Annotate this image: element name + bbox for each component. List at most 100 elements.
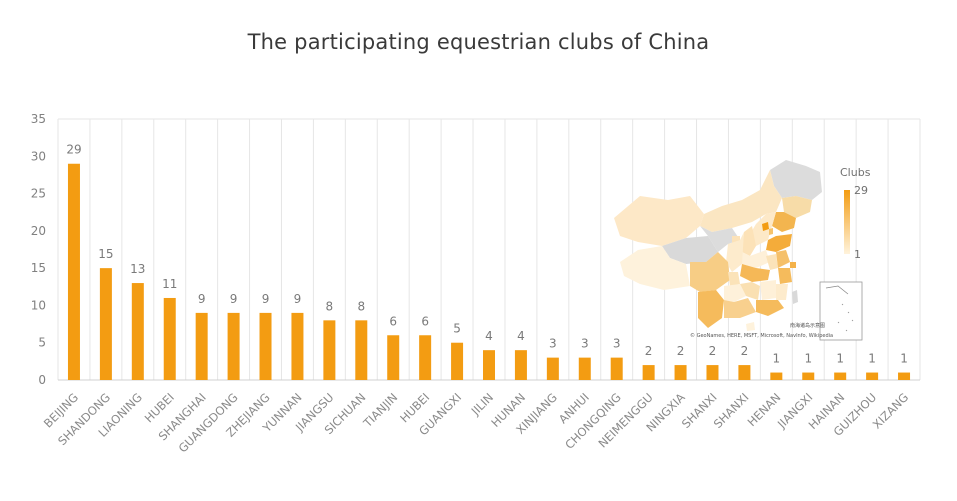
map-region-jiangsu <box>776 250 790 268</box>
bar <box>387 335 400 380</box>
map-region-xinjiang <box>614 196 704 246</box>
south-china-sea-inset <box>819 281 863 341</box>
x-tick-label: TIANJIN <box>360 390 401 431</box>
map-region-heilongjiang <box>770 160 822 200</box>
map-region-hainan <box>746 322 755 331</box>
y-axis: 0 5 10 15 20 25 30 35 <box>31 112 46 387</box>
data-label: 1 <box>804 352 812 366</box>
y-tick-label: 25 <box>31 187 46 201</box>
bar <box>802 372 815 380</box>
bar <box>514 350 527 380</box>
map-region-beijing <box>762 222 769 231</box>
map-region-hunan <box>740 282 760 300</box>
data-label: 4 <box>517 329 525 343</box>
data-label: 2 <box>677 344 685 358</box>
bar <box>67 163 80 380</box>
map-region-shandong <box>766 234 792 252</box>
map-region-gansu <box>700 226 740 252</box>
map-region-qinghai <box>662 236 718 264</box>
y-tick-label: 0 <box>38 373 46 387</box>
bar <box>706 365 719 380</box>
y-tick-label: 15 <box>31 261 46 275</box>
bar <box>163 297 176 380</box>
map-region-taiwan <box>792 290 798 304</box>
data-label: 11 <box>162 277 177 291</box>
map-region-liaoning <box>772 212 796 232</box>
map-region-tianjin <box>769 228 773 235</box>
y-tick-label: 30 <box>31 149 46 163</box>
data-label: 13 <box>130 262 145 276</box>
data-label: 1 <box>773 352 781 366</box>
data-label: 29 <box>66 143 81 157</box>
legend-gradient-bar <box>844 190 850 254</box>
bar <box>834 372 847 380</box>
bar <box>99 268 112 380</box>
map-region-guangdong <box>756 300 784 316</box>
x-tick-label: JILIN <box>468 390 496 418</box>
map-region-shanghai <box>790 262 796 268</box>
bar <box>131 283 144 380</box>
data-label: 15 <box>98 247 113 261</box>
map-region-guizhou <box>724 284 746 302</box>
map-credit: © GeoNames, HERE, MSFT, Microsoft, NavIn… <box>690 332 833 339</box>
legend-title: Clubs <box>840 166 871 179</box>
data-label: 8 <box>357 299 365 313</box>
bar <box>451 342 464 380</box>
bar <box>610 357 623 380</box>
data-label: 3 <box>581 337 589 351</box>
data-label: 1 <box>900 352 908 366</box>
data-label: 9 <box>198 292 206 306</box>
data-label: 1 <box>836 352 844 366</box>
map-region-sichuan <box>690 252 730 292</box>
map-region-henan <box>742 250 770 268</box>
data-label: 8 <box>326 299 334 313</box>
bar <box>355 320 368 380</box>
bar <box>866 372 879 380</box>
map-region-hubei <box>740 264 770 282</box>
bar <box>738 365 751 380</box>
bar <box>546 357 559 380</box>
map-region-jiangxi <box>760 280 776 300</box>
map-region-zhejiang <box>778 268 792 284</box>
map-region-anhui <box>766 254 778 270</box>
china-map: 南海诸岛示意图 © GeoNames, HERE, MSFT, Microsof… <box>614 160 871 341</box>
legend-min-label: 1 <box>854 248 861 261</box>
bar <box>323 320 336 380</box>
bar <box>259 312 272 380</box>
chart-title: The participating equestrian clubs of Ch… <box>247 30 710 54</box>
y-tick-label: 35 <box>31 112 46 126</box>
x-tick-label: XIZANG <box>870 390 911 431</box>
map-region-yunnan <box>698 290 724 328</box>
bar <box>291 312 304 380</box>
map-region-jilin <box>782 196 812 218</box>
map-region-guangxi <box>724 298 756 318</box>
data-label: 2 <box>645 344 653 358</box>
bar <box>578 357 591 380</box>
data-label: 3 <box>549 337 557 351</box>
data-label: 6 <box>421 314 429 328</box>
bar <box>674 365 687 380</box>
data-label: 3 <box>613 337 621 351</box>
y-tick-label: 10 <box>31 298 46 312</box>
inset-caption: 南海诸岛示意图 <box>790 322 825 329</box>
bar <box>483 350 495 380</box>
bar <box>419 335 432 380</box>
data-label: 2 <box>741 344 749 358</box>
data-label: 5 <box>453 322 461 336</box>
x-axis-labels: BEIJINGSHANDONGLIAONINGHUBEISHANGHAIGUAN… <box>41 390 911 455</box>
data-label: 9 <box>294 292 302 306</box>
legend-max-label: 29 <box>854 184 868 197</box>
data-label: 1 <box>868 352 876 366</box>
map-region-fujian <box>776 284 788 300</box>
data-label: 4 <box>485 329 493 343</box>
bar <box>898 372 911 380</box>
y-tick-label: 5 <box>38 336 46 350</box>
bar <box>227 312 240 380</box>
x-tick-label: SHANXI <box>711 390 752 431</box>
data-label: 6 <box>389 314 397 328</box>
data-label: 9 <box>230 292 238 306</box>
y-tick-label: 20 <box>31 224 46 238</box>
bar <box>195 312 208 380</box>
